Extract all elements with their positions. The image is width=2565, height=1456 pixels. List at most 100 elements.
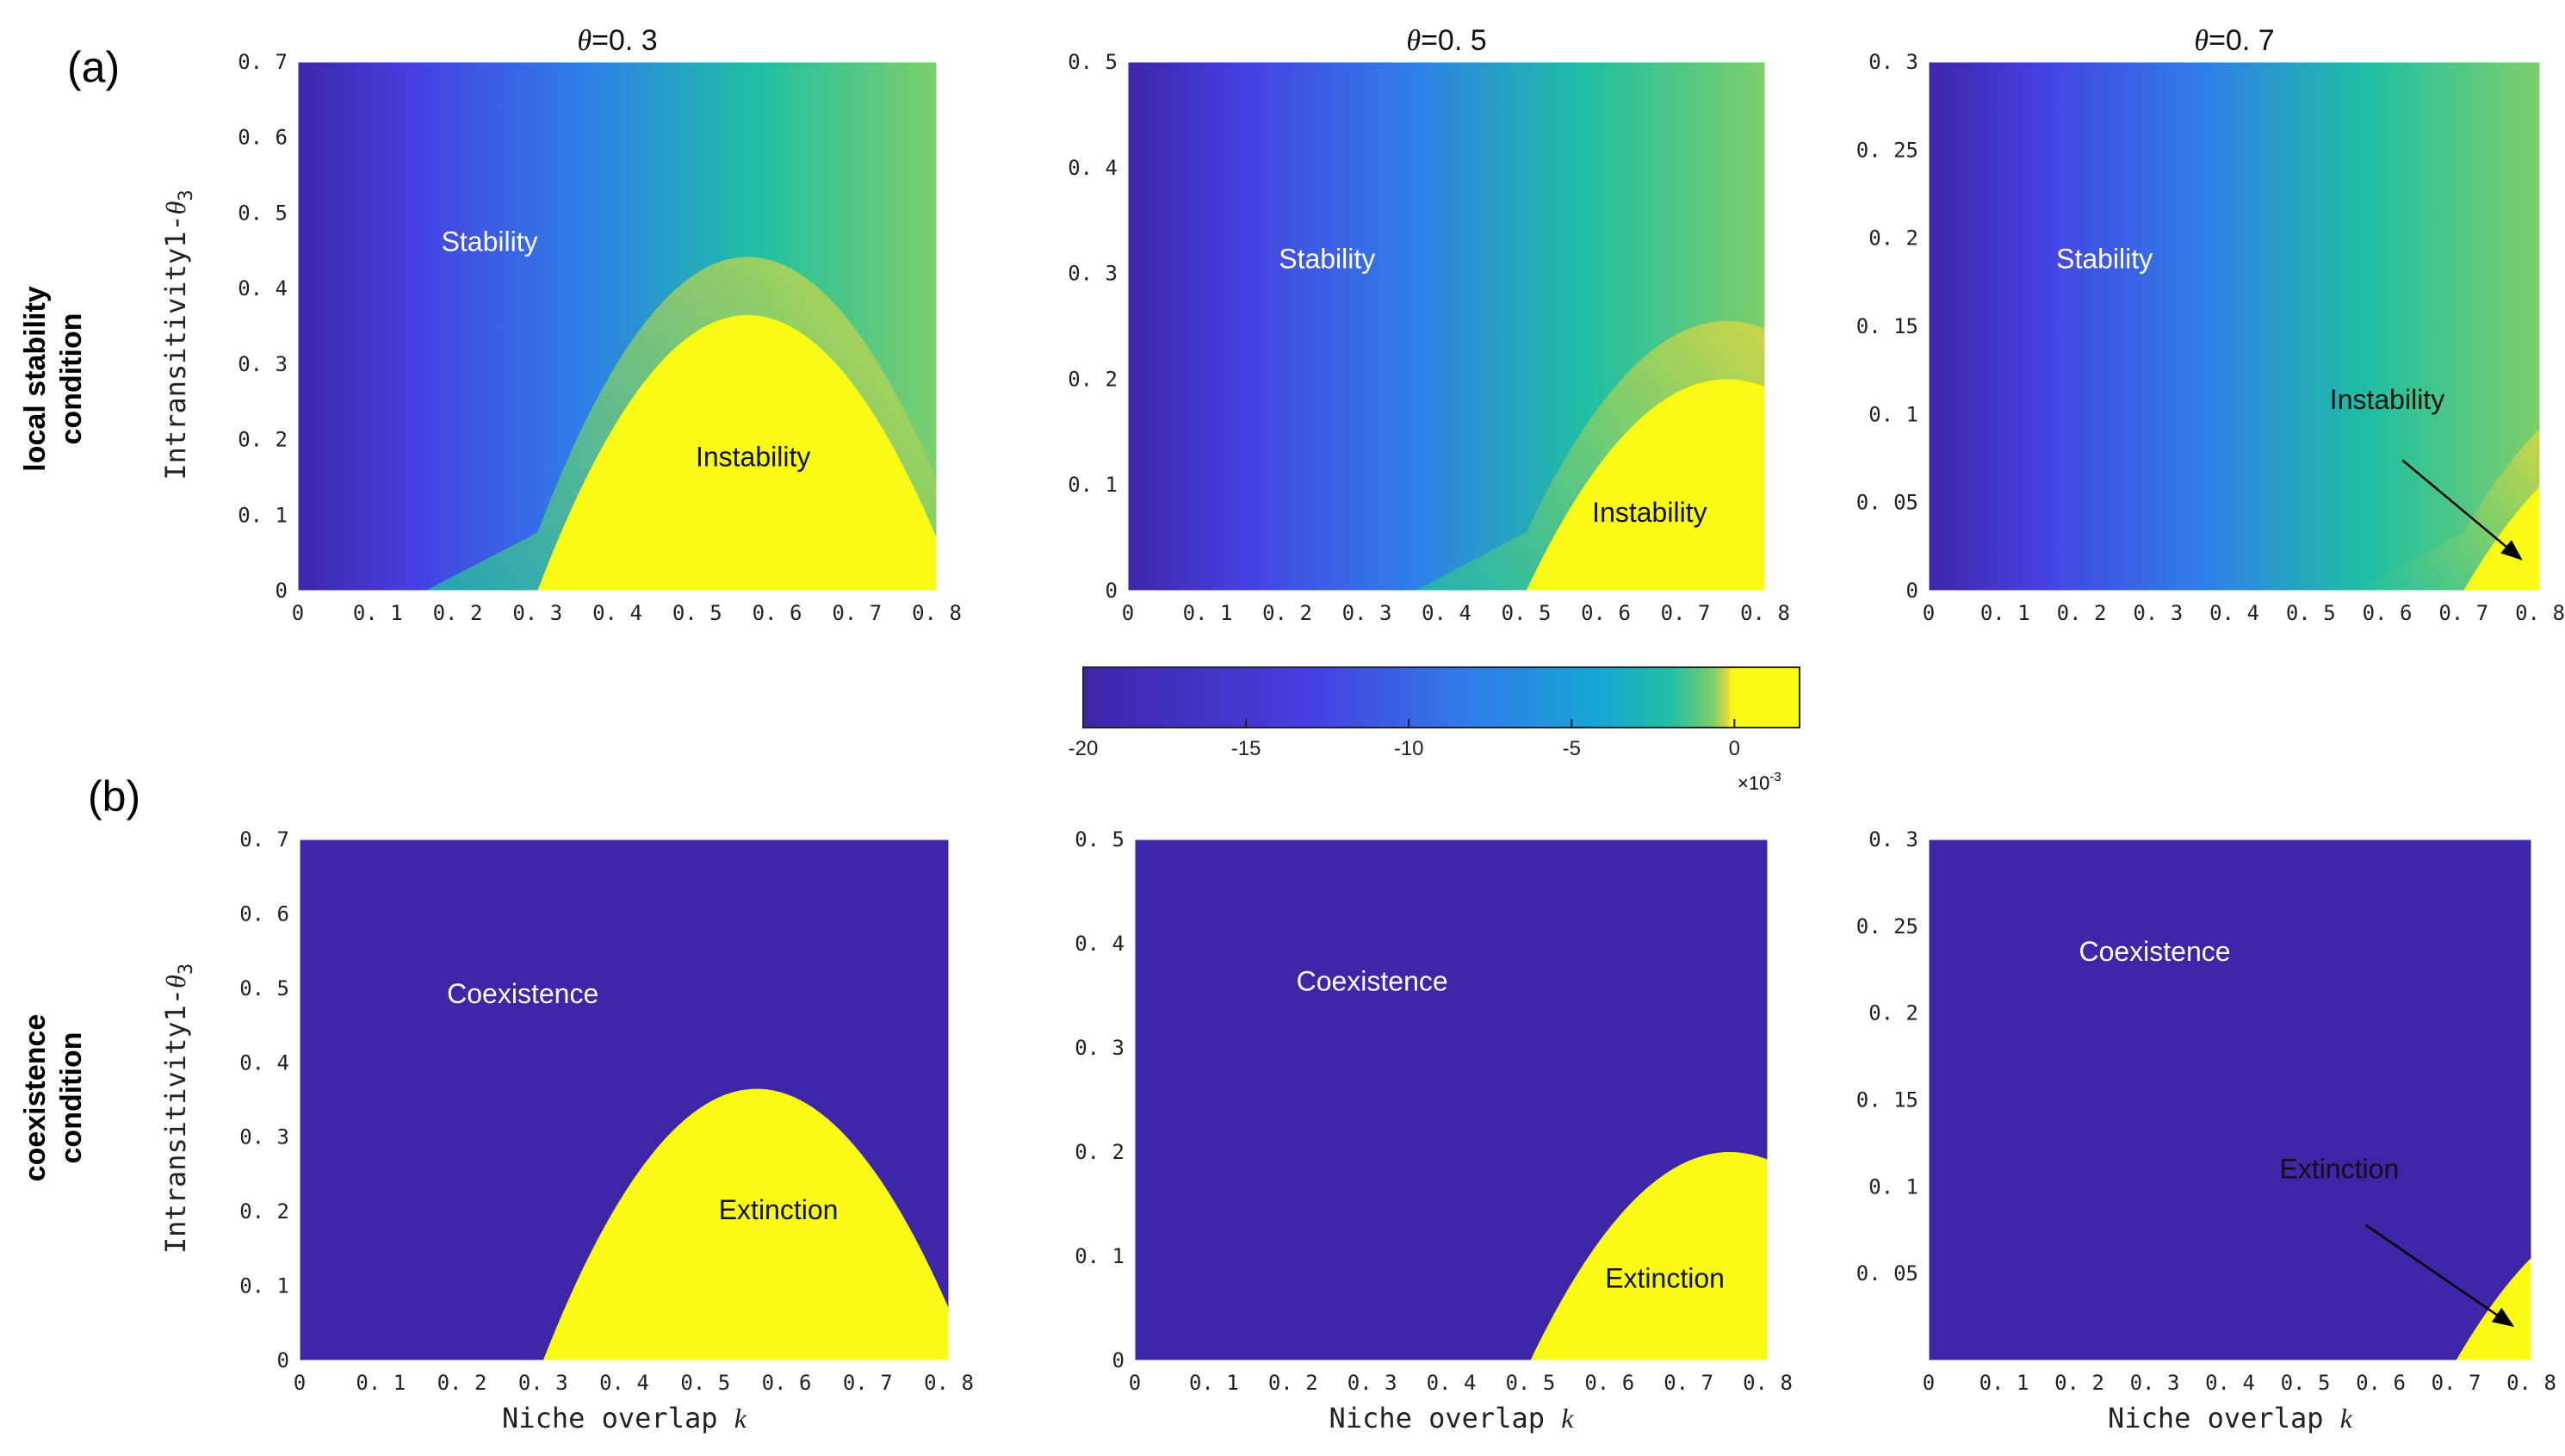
y-axis-label-b: Intransitivity1-θ3: [159, 963, 197, 1254]
panel-title: θ=0. 5: [1406, 24, 1486, 57]
row-a-title-line2: condition: [55, 313, 88, 445]
x-tick-label: 0. 8: [2506, 1371, 2556, 1395]
x-axis-label-text: Niche overlap: [502, 1402, 734, 1434]
x-axis-label-symbol: k: [1561, 1403, 1574, 1434]
colorbar-multiplier: ×10-3: [1738, 770, 1781, 794]
x-tick-label: 0. 2: [2057, 601, 2107, 625]
region-arrow: [2364, 1224, 2515, 1328]
x-tick-label: 0. 8: [912, 601, 962, 625]
y-tick-label: 0. 1: [1868, 1174, 1918, 1199]
x-tick-label: 0. 4: [1422, 601, 1471, 625]
y-tick-label: 0. 3: [1075, 1036, 1125, 1060]
instability-region: [537, 314, 937, 591]
plot-frame: [297, 61, 938, 592]
row-a-title-line1: local stability: [19, 286, 52, 471]
y-tick-label: 0. 1: [1068, 473, 1118, 497]
x-tick-label: 0. 6: [753, 601, 802, 625]
x-tick-label: 0. 2: [437, 1371, 487, 1395]
plots-layer: 0 0. 1 0. 2 0. 3 0. 4 0. 5 0. 6 0. 7 0. 8 0 0. 1 0.…: [238, 24, 2565, 1395]
y-tick-label: 0: [1906, 579, 1918, 603]
colorbar-gradient: [1082, 666, 1800, 728]
plot-a-theta-0.5: 0 0. 1 0. 2 0. 3 0. 4 0. 5 0. 6 0. 7 0. 8 0 0. 1 0.…: [1068, 24, 1790, 625]
y-axis-label-symbol: θ: [160, 975, 191, 988]
extinction-region: [542, 1088, 949, 1360]
colorbar-multiplier-base: ×10: [1738, 772, 1769, 794]
x-tick-label: 0. 6: [2363, 601, 2413, 625]
y-tick-label: 0. 3: [1868, 827, 1918, 852]
x-tick-label: 0. 7: [1664, 1371, 1713, 1395]
region-label-stable: Stability: [442, 226, 538, 257]
x-tick-label: 0. 2: [1268, 1371, 1318, 1395]
x-axis-label: Niche overlap k: [2108, 1402, 2353, 1434]
x-tick-label: 0. 1: [356, 1371, 406, 1395]
y-tick-label: 0. 4: [1068, 156, 1118, 180]
plot-background: [1929, 62, 2540, 591]
x-axis-label-text: Niche overlap: [1329, 1402, 1562, 1434]
y-tick-label: 0. 7: [239, 827, 289, 852]
plot-b-theta-0.7: 0 0. 1 0. 2 0. 3 0. 4 0. 5 0. 6 0. 7 0. 8 0. 05 0.…: [1856, 827, 2556, 1395]
panel-a-label: (a): [67, 43, 120, 91]
panel-title-symbol: θ: [2194, 25, 2209, 57]
y-tick-label: 0: [277, 1348, 289, 1372]
x-tick-label: 0: [1923, 601, 1935, 625]
y-tick-label: 0. 5: [1075, 827, 1125, 852]
x-tick-label: 0. 8: [1740, 601, 1790, 625]
y-tick-label: 0. 5: [1068, 50, 1118, 74]
region-label-unstable: Instability: [2330, 384, 2444, 415]
x-tick-label: 0. 6: [1584, 1371, 1634, 1395]
extinction-region: [1530, 1152, 1768, 1360]
y-tick-label: 0. 1: [238, 503, 288, 527]
y-tick-label: 0. 2: [1868, 226, 1918, 251]
x-tick-label: 0. 6: [762, 1371, 812, 1395]
plot-frame: [1928, 61, 2541, 592]
y-tick-label: 0. 3: [1868, 50, 1918, 74]
y-tick-label: 0. 6: [239, 901, 289, 926]
x-tick-label: 0. 5: [672, 601, 722, 625]
y-tick-label: 0: [1112, 1348, 1125, 1372]
y-tick-label: 0: [276, 579, 288, 603]
x-tick-label: 0. 3: [2133, 601, 2183, 625]
transition-zone: [2357, 428, 2540, 591]
y-tick-label: 0. 6: [238, 126, 288, 150]
x-tick-label: 0. 3: [2130, 1371, 2180, 1395]
colorbar-tick-label: -5: [1563, 737, 1581, 760]
y-tick-label: 0. 4: [239, 1050, 289, 1075]
instability-region: [1526, 379, 1765, 591]
x-tick-label: 0. 3: [1342, 601, 1392, 625]
panel-title-symbol: θ: [577, 25, 592, 57]
panel-title: θ=0. 7: [2194, 24, 2274, 57]
x-tick-label: 0. 1: [1183, 601, 1233, 625]
x-tick-label: 0. 2: [1262, 601, 1312, 625]
plot-frame: [1134, 839, 1769, 1361]
y-axis-label-symbol: θ: [160, 201, 191, 215]
plot-frame: [1928, 839, 2532, 1361]
y-tick-label: 0. 25: [1856, 138, 1918, 162]
x-tick-label: 0. 5: [2281, 1371, 2331, 1395]
row-a-title: local stability condition: [19, 286, 88, 471]
y-tick-label: 0. 2: [1868, 1001, 1918, 1025]
region-label-unstable: Extinction: [2280, 1153, 2400, 1184]
x-tick-label: 0. 6: [1581, 601, 1631, 625]
x-tick-label: 0. 1: [1980, 1371, 2029, 1395]
x-tick-label: 0. 6: [2356, 1371, 2406, 1395]
y-tick-label: 0. 1: [239, 1274, 289, 1298]
plot-background: [1929, 840, 2531, 1360]
x-axis-label-symbol: k: [2340, 1403, 2353, 1434]
y-tick-label: 0. 2: [238, 428, 288, 452]
y-tick-label: 0. 4: [238, 276, 288, 300]
y-tick-label: 0. 5: [239, 976, 289, 1001]
x-axis-label: Niche overlap k: [1329, 1402, 1575, 1434]
region-label-stable: Coexistence: [1297, 965, 1448, 996]
y-tick-label: 0. 2: [239, 1199, 289, 1224]
panel-title-value: =0. 5: [1421, 24, 1487, 57]
x-tick-label: 0. 3: [1348, 1371, 1397, 1395]
x-tick-label: 0: [1923, 1371, 1935, 1395]
x-tick-label: 0. 4: [2209, 601, 2259, 625]
x-tick-label: 0. 7: [2432, 1371, 2481, 1395]
y-tick-label: 0. 4: [1075, 932, 1125, 956]
x-tick-label: 0. 7: [843, 1371, 893, 1395]
plot-b-theta-0.5: 0 0. 1 0. 2 0. 3 0. 4 0. 5 0. 6 0. 7 0. 8 0 0. 1 0.…: [1075, 827, 1793, 1395]
x-axis-label: Niche overlap k: [502, 1402, 747, 1434]
y-tick-label: 0. 1: [1868, 402, 1918, 426]
x-tick-label: 0. 2: [2054, 1371, 2104, 1395]
